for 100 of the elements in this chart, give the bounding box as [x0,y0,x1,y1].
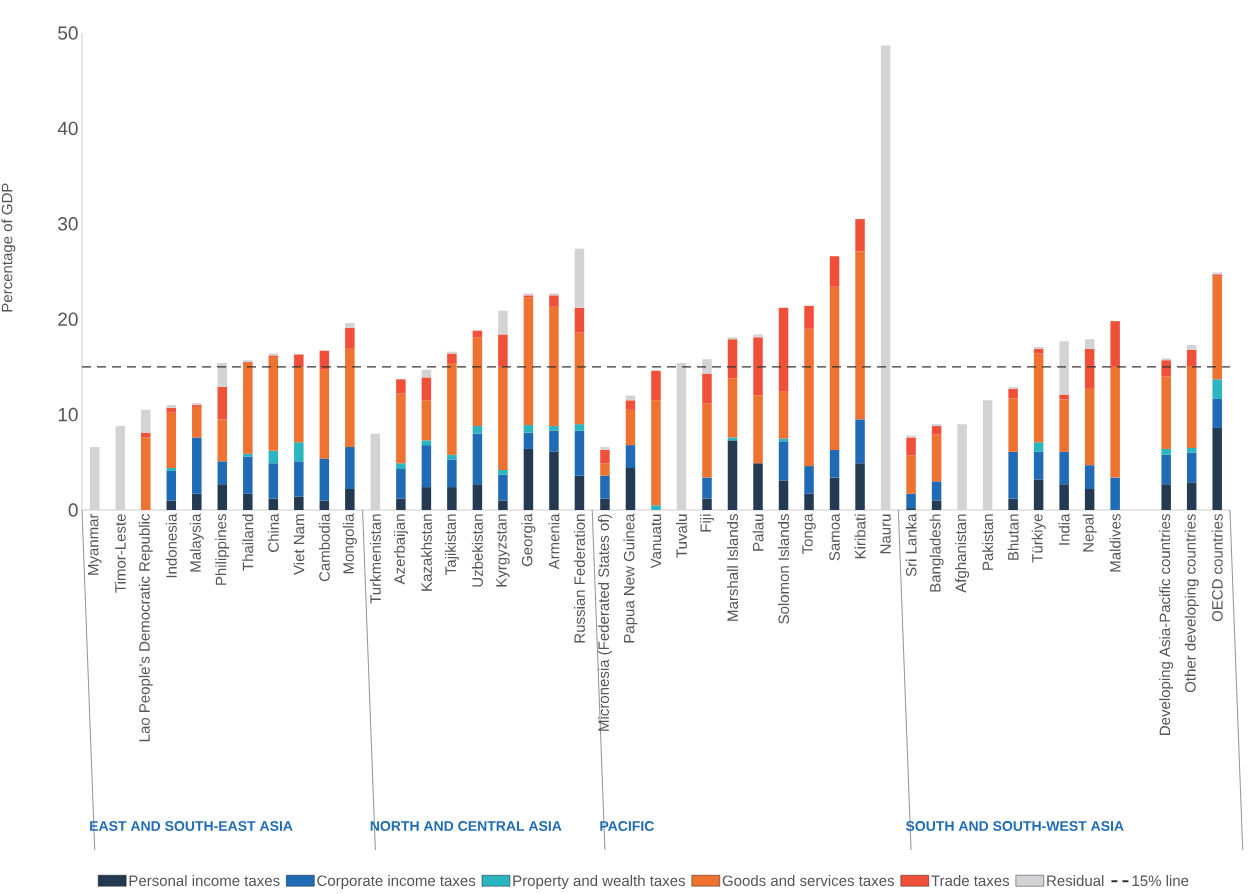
bar [829,286,840,450]
bar [319,458,330,501]
bar [294,366,304,443]
bar [523,432,534,449]
x-tick-label: Maldives [1109,514,1121,572]
x-tick-label: Fiji [700,514,714,532]
bar [294,496,304,510]
bar [192,437,202,494]
bar [1059,451,1069,485]
bar [1186,452,1197,483]
bar [472,433,483,485]
legend-label: 15% line [1132,875,1189,887]
text: NORTH AND CENTRAL ASIA [370,821,562,831]
bar [217,461,228,485]
bar [625,409,636,446]
bar [1059,399,1069,452]
bar [906,493,916,509]
x-tick-label: Armenia [548,513,560,570]
legend-label: Personal income taxes [129,875,280,887]
bar [166,468,177,471]
bar [1186,447,1197,453]
bar [600,475,610,499]
bar [549,426,559,431]
bar [141,437,151,510]
bar [396,463,406,469]
y-tick-label: 0 [68,503,78,517]
bar [294,354,304,367]
bar [574,307,585,333]
bar [523,425,534,433]
bar [268,450,279,464]
bar [804,493,814,510]
bar [600,498,610,510]
bar [1084,465,1095,490]
bar [804,328,814,467]
bar [268,463,279,499]
bar [1161,448,1171,455]
bar [1059,341,1069,395]
bar [625,468,636,510]
bar [421,440,432,446]
bar [1212,427,1222,510]
bar [804,466,814,494]
bar [268,498,279,510]
bar [1186,344,1197,350]
bar [600,447,610,450]
bar [1110,321,1120,367]
x-tick-label: Azerbaijan [393,514,408,585]
bar [319,500,330,510]
x-tick-label: Other developing countries [1184,514,1199,693]
x-tick-label: Solomon Islands [778,514,790,624]
bar [753,463,763,510]
bar [702,477,712,499]
bar [600,449,610,464]
bar [243,493,253,510]
bar [778,307,789,392]
x-tick-label: India [1058,513,1070,545]
bar [523,297,534,426]
bar [651,505,661,510]
bar [421,445,432,488]
bar [855,251,865,420]
bar [447,459,457,488]
x-tick-label: Marshall Islands [727,514,739,621]
bar [574,424,585,431]
bar [243,456,253,494]
bar [396,379,406,394]
bar [727,339,738,379]
bar [549,430,559,452]
x-tick-label: Uzbekistan [471,514,483,587]
x-tick-label: Tajikistan [444,514,459,575]
bar [753,395,763,464]
bar [421,400,432,441]
bar [472,337,483,427]
bar [498,474,508,501]
bar [804,305,814,329]
bar [498,334,508,367]
bar [166,407,177,413]
x-tick-label: Kyrgyzstan [496,514,510,587]
bar [778,480,789,510]
bar [217,419,228,462]
bar [931,434,942,482]
x-tick-label: Timor-Leste [114,514,126,593]
x-tick-label: Indonesia [165,513,177,578]
x-tick-label: Kiribati [854,514,866,559]
bar [600,463,610,476]
bar [702,359,712,374]
bar [1110,366,1120,478]
x-tick-label: Thailand [242,514,254,571]
bar [192,406,202,438]
x-tick-label: Cambodia [318,513,330,582]
x-tick-label: Myanmar [88,513,102,575]
bar [498,310,508,335]
bar [549,306,559,427]
bar [345,327,355,349]
bar [778,391,789,439]
x-tick-label: Vanuatu [650,514,662,569]
x-tick-label: Turkmenistan [369,514,381,604]
bar [1033,442,1044,452]
bar [702,373,712,404]
bar [396,468,406,499]
x-tick-label: OECD countries [1211,514,1223,622]
x-tick-label: Sri Lanka [905,513,917,577]
